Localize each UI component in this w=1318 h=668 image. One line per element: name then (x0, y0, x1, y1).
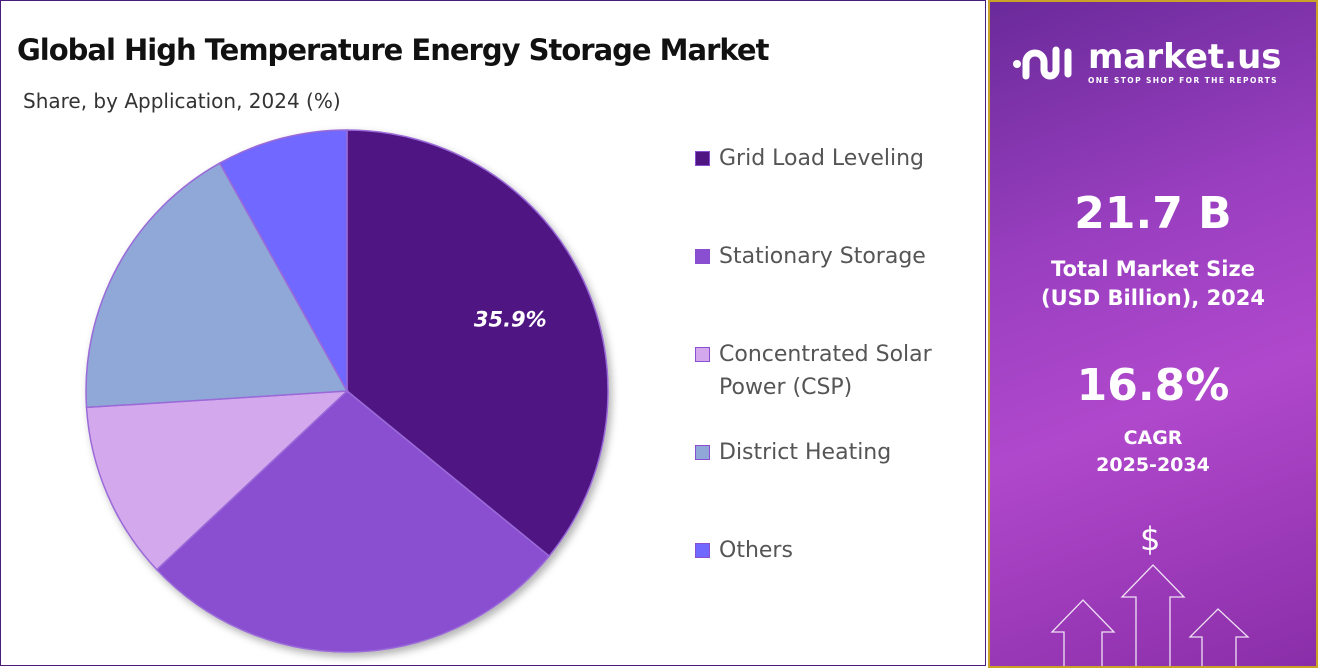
pie-slice-grid-load-leveling (346, 129, 609, 558)
cagr-label: CAGR (1123, 427, 1183, 449)
legend: Grid Load Leveling Stationary Storage Conc… (695, 142, 983, 632)
pie-slice-district-heating (85, 162, 349, 409)
market-us-logo: market.us ONE STOP SHOP FOR THE REPORTS (1010, 38, 1282, 86)
legend-item: Stationary Storage (695, 240, 983, 338)
legend-label: Others (719, 538, 793, 563)
legend-item: Grid Load Leveling (695, 142, 983, 240)
pie-chart: 35.9% (85, 129, 609, 653)
legend-item: Concentrated Solar Power (CSP) (695, 338, 983, 436)
up-arrow-icon (1050, 564, 1250, 666)
legend-label: Concentrated Solar Power (CSP) (719, 342, 932, 400)
chart-panel: Global High Temperature Energy Storage M… (0, 0, 986, 666)
legend-label: Grid Load Leveling (719, 146, 925, 171)
pie-slice-others (218, 129, 348, 394)
legend-label: Stationary Storage (719, 244, 926, 269)
market-size-label: Total Market Size (1051, 257, 1255, 281)
legend-swatch (695, 445, 710, 460)
chart-subtitle: Share, by Application, 2024 (%) (23, 89, 341, 113)
pie-slice-stationary-storage (155, 390, 551, 653)
legend-swatch (695, 347, 710, 362)
brand-tagline: ONE STOP SHOP FOR THE REPORTS (1088, 76, 1278, 85)
legend-item: Others (695, 534, 983, 632)
legend-item: District Heating (695, 436, 983, 534)
cagr-value: 16.8% (1076, 360, 1230, 411)
brand-name: market.us (1088, 37, 1282, 77)
market-size-value: 21.7 B (1074, 188, 1232, 239)
cagr-period: 2025-2034 (1096, 454, 1210, 476)
legend-label: District Heating (719, 440, 892, 465)
data-label: 35.9% (474, 307, 547, 331)
legend-swatch (695, 151, 710, 166)
pie-slice-concentrated-solar-power-csp (85, 390, 350, 571)
market-size-unit: (USD Billion), 2024 (1040, 286, 1266, 310)
market-us-logo-icon (1013, 46, 1072, 80)
legend-swatch (695, 249, 710, 264)
summary-panel: market.us ONE STOP SHOP FOR THE REPORTS … (988, 0, 1318, 668)
dollar-icon: $ (1140, 520, 1161, 558)
chart-title: Global High Temperature Energy Storage M… (17, 33, 769, 67)
legend-swatch (695, 543, 710, 558)
